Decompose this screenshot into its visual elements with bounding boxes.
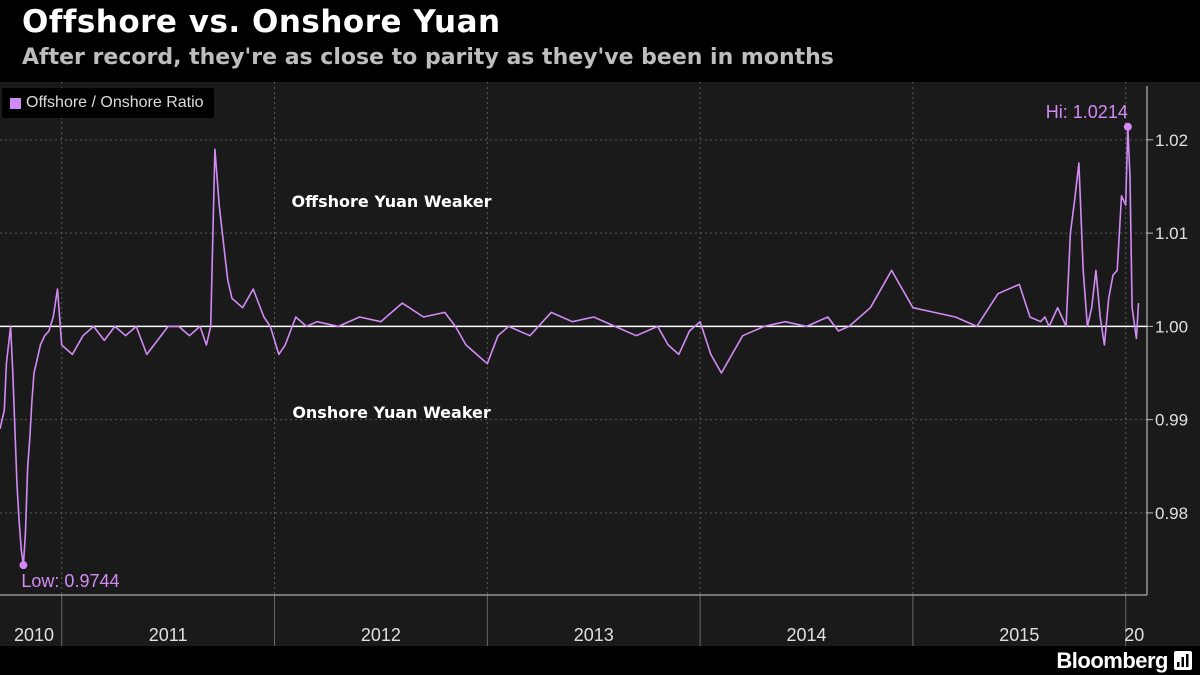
- legend-label: Offshore / Onshore Ratio: [26, 94, 204, 111]
- y-tick-label: 1.00: [1155, 317, 1188, 336]
- chart-title: Offshore vs. Onshore Yuan: [22, 4, 501, 40]
- region-annotation: Onshore Yuan Weaker: [292, 403, 491, 422]
- x-year-label: 2013: [574, 625, 614, 645]
- low-marker-label: Low: 0.9744: [21, 571, 119, 591]
- legend-swatch: [10, 97, 21, 109]
- bloomberg-terminal-icon: [1174, 651, 1192, 670]
- axes: 0.98 0.99 1.00 1.01 1.02 2010 2011 2012 2013 2014…: [0, 86, 1188, 646]
- extreme-marker-dot: [19, 561, 28, 570]
- annotations: Offshore Yuan Weaker Onshore Yuan Weaker L…: [19, 102, 1132, 591]
- x-year-label: 2010: [14, 625, 54, 645]
- x-year-label: 2014: [786, 625, 826, 645]
- bloomberg-logo: Bloomberg: [1056, 648, 1168, 673]
- legend: Offshore / Onshore Ratio: [2, 88, 214, 118]
- high-marker-label: Hi: 1.0214: [1046, 102, 1128, 122]
- series-line: [0, 126, 1140, 566]
- y-tick-label: 1.01: [1155, 224, 1188, 243]
- chart-subtitle: After record, they're as close to parity…: [22, 45, 834, 70]
- x-year-label: 20: [1124, 625, 1144, 645]
- x-year-label: 2012: [361, 625, 401, 645]
- x-year-label: 2011: [149, 625, 188, 645]
- extreme-marker-dot: [1123, 122, 1132, 131]
- y-tick-label: 0.98: [1155, 504, 1188, 523]
- y-tick-label: 0.99: [1155, 411, 1188, 430]
- gridlines: [0, 82, 1147, 595]
- x-year-label: 2015: [999, 625, 1039, 645]
- y-tick-label: 1.02: [1155, 131, 1188, 150]
- series-group: [0, 126, 1140, 566]
- region-annotation: Offshore Yuan Weaker: [292, 192, 492, 211]
- plot-background: [0, 82, 1200, 646]
